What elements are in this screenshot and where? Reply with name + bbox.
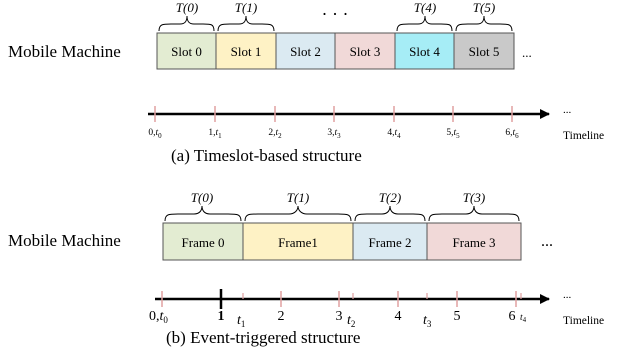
row-label-b: Mobile Machine — [8, 231, 121, 250]
tick-label-a-4: 4,t4 — [387, 128, 401, 140]
tick-label-a-1: 1,t1 — [208, 128, 222, 140]
tick-label-a-6: 6,t6 — [505, 128, 519, 140]
slot-4-box — [394, 32, 455, 70]
row-ellipsis-a: ... — [522, 45, 532, 60]
slot-5-box — [453, 32, 515, 70]
slot-1: Slot 1 — [215, 32, 277, 70]
slot-row-a: Slot 0 Slot 1 Slot 2 Slot 3 Slot 4 Slot … — [156, 32, 515, 70]
frame-2: Frame 2 — [352, 222, 428, 261]
frame-3: Frame 3 — [426, 222, 522, 261]
slot-2-box — [275, 32, 336, 70]
slot-0-box — [156, 32, 217, 70]
frame-0-label: Frame 0 — [182, 235, 225, 250]
tick-label-a-2: 2,t2 — [268, 128, 282, 140]
slot-0-label: Slot 0 — [171, 44, 202, 59]
tick-label-b-2: 2 — [278, 309, 285, 324]
tick-labels-a: 0,t0 1,t1 2,t2 3,t3 4,t4 5,t5 6,t6 — [148, 128, 519, 140]
frame-1-label: Frame1 — [278, 235, 318, 250]
ticks-b — [161, 289, 522, 309]
brace-a-4 — [396, 15, 453, 32]
brace-b-2-label: T(2) — [379, 190, 401, 205]
brace-a-5-label: T(5) — [473, 0, 495, 15]
brace-a-0 — [158, 15, 215, 32]
row-ellipsis-b: ... — [541, 233, 553, 250]
axis-ellipsis-b: ... — [563, 289, 572, 301]
slot-4-label: Slot 4 — [409, 44, 440, 59]
frame-2-label: Frame 2 — [369, 235, 412, 250]
frame-0: Frame 0 — [162, 222, 244, 261]
caption-a: (a) Timeslot-based structure — [171, 146, 362, 165]
tick-label-b-3: 3 — [336, 309, 343, 324]
slot-1-label: Slot 1 — [231, 44, 262, 59]
slot-3: Slot 3 — [334, 32, 396, 70]
brace-a-5 — [455, 15, 513, 32]
slot-5-label: Slot 5 — [469, 44, 500, 59]
tick-label-b-4: 4 — [395, 309, 402, 324]
brace-a-0-label: T(0) — [176, 0, 198, 15]
brace-b-1-label: T(1) — [287, 190, 309, 205]
frame-1-box — [242, 222, 354, 261]
slot-5: Slot 5 — [453, 32, 515, 70]
slot-4: Slot 4 — [394, 32, 455, 70]
frame-0-box — [162, 222, 244, 261]
tick-label-a-3: 3,t3 — [327, 128, 341, 140]
event-label-3: t3 — [423, 313, 432, 329]
brace-b-3 — [428, 205, 520, 222]
frame-row-b: Frame 0 Frame1 Frame 2 Frame 3 — [162, 222, 522, 261]
frame-3-box — [426, 222, 522, 261]
tick-label-b-6: 6 — [509, 309, 516, 324]
brace-b-0-label: T(0) — [191, 190, 213, 205]
slot-2: Slot 2 — [275, 32, 336, 70]
brace-a-1 — [217, 15, 275, 32]
frame-3-label: Frame 3 — [453, 235, 496, 250]
row-label-a: Mobile Machine — [8, 42, 121, 61]
tick-label-a-5: 5,t5 — [446, 128, 460, 140]
brace-b-0 — [164, 205, 242, 222]
slot-2-label: Slot 2 — [290, 44, 321, 59]
top-ellipsis-a: · · · — [322, 4, 349, 24]
brace-a-1-label: T(1) — [235, 0, 257, 15]
timeline-label-b: Timeline — [563, 315, 604, 327]
tick-label-b-1: 1 — [218, 309, 225, 324]
brace-b-2 — [354, 205, 426, 222]
slot-3-label: Slot 3 — [350, 44, 381, 59]
frame-1: Frame1 — [242, 222, 354, 261]
event-label-1: t1 — [237, 313, 245, 329]
tick-label-b-5: 5 — [454, 309, 461, 324]
event-label-2: t2 — [347, 313, 355, 329]
brace-a-4-label: T(4) — [414, 0, 436, 15]
tick-label-a-0: 0,t0 — [148, 128, 162, 140]
tick-label-b-0: 0,t0 — [149, 309, 168, 325]
slot-1-box — [215, 32, 277, 70]
caption-b: (b) Event-triggered structure — [166, 328, 360, 347]
slot-0: Slot 0 — [156, 32, 217, 70]
timeline-label-a: Timeline — [563, 130, 604, 142]
tick-labels-b: 0,t0 1 2 3 4 5 6 t1 t2 t3 t4 — [149, 309, 527, 329]
event-label-4: t4 — [520, 313, 527, 324]
brace-b-3-label: T(3) — [463, 190, 485, 205]
ticks-a — [154, 106, 513, 122]
frame-2-box — [352, 222, 428, 261]
axis-ellipsis-a: ... — [563, 104, 572, 116]
brace-b-1 — [244, 205, 352, 222]
